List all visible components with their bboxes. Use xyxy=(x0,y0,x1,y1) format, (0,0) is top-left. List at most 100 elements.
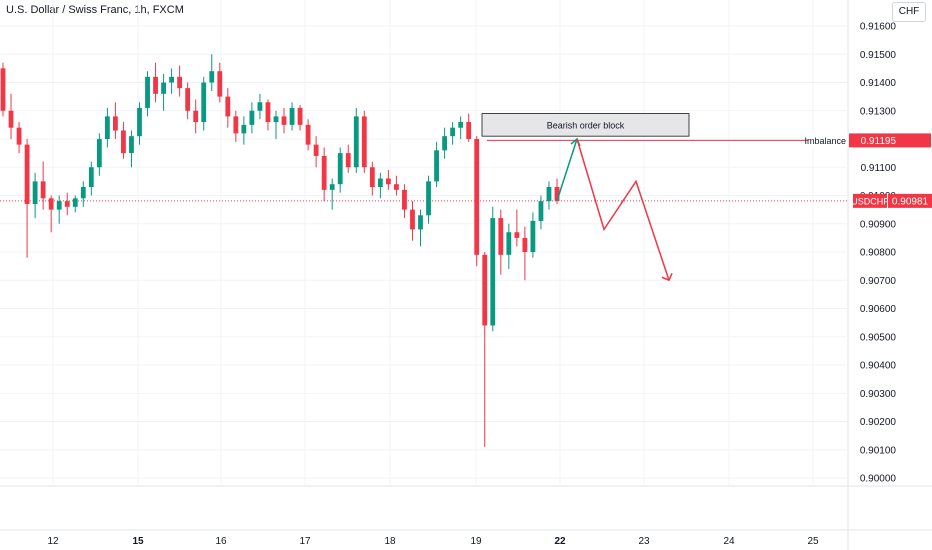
time-tick-label: 17 xyxy=(299,536,311,547)
symbol-tag xyxy=(853,193,887,208)
price-tick-label: 0.90100 xyxy=(860,445,897,456)
candle-body xyxy=(233,116,239,134)
candle-body xyxy=(313,144,319,156)
candle-body xyxy=(161,82,166,94)
time-tick-label: 18 xyxy=(384,536,396,547)
time-tick-label: 12 xyxy=(47,536,59,547)
current-price-tag xyxy=(888,193,932,208)
currency-selector[interactable]: CHF xyxy=(892,2,926,22)
candle-body xyxy=(474,139,480,255)
price-tick-label: 0.91600 xyxy=(860,22,897,33)
candles xyxy=(0,54,560,447)
candle-body xyxy=(88,167,94,188)
candle-body xyxy=(361,116,367,168)
projection-down-arrowhead xyxy=(661,272,673,282)
candle-body xyxy=(72,198,78,207)
price-tick-label: 0.90400 xyxy=(860,361,897,372)
imbalance-label: Imbalance xyxy=(804,136,846,146)
candle-body xyxy=(16,127,22,145)
candle-body xyxy=(337,153,343,185)
candle-body xyxy=(169,76,175,83)
candle-body xyxy=(385,178,391,185)
price-tick-label: 0.90500 xyxy=(860,332,897,343)
candle-body xyxy=(498,218,504,255)
projection-up-line xyxy=(556,138,578,202)
candle-body xyxy=(458,122,464,128)
imbalance-price-tag xyxy=(849,133,931,148)
candle-body xyxy=(530,220,536,252)
candle-body xyxy=(369,167,375,188)
candle-body xyxy=(257,102,263,111)
time-axis[interactable]: 12 15 16 17 18 19 22 23 24 25 xyxy=(47,536,819,547)
candle-body xyxy=(329,184,335,190)
candle-body xyxy=(321,155,327,190)
price-tick-label: 0.90800 xyxy=(860,248,897,259)
candle-body xyxy=(145,76,150,108)
candle-body xyxy=(121,130,126,154)
price-tick-label: 0.90200 xyxy=(860,417,897,428)
candle-body xyxy=(129,136,134,154)
candle-body xyxy=(104,116,110,139)
price-tick-label: 0.90300 xyxy=(860,389,897,400)
current-price-value: 0.90981 xyxy=(892,196,929,207)
order-block-label: Bearish order block xyxy=(547,120,625,130)
price-tick-label: 0.90900 xyxy=(860,219,897,230)
candle-body xyxy=(410,209,415,230)
price-tick-label: 0.91500 xyxy=(860,50,897,61)
price-axis[interactable]: 0.916000.915000.914000.913000.912000.911… xyxy=(860,22,897,485)
price-tick-label: 0.90700 xyxy=(860,276,897,287)
candle-body xyxy=(482,254,488,326)
candle-body xyxy=(32,181,38,204)
time-tick-label: 25 xyxy=(807,536,819,547)
candle-body xyxy=(48,198,54,210)
candle-body xyxy=(418,215,423,230)
candle-body xyxy=(450,127,456,137)
candle-body xyxy=(96,139,102,168)
candle-body xyxy=(0,68,6,111)
candle-body xyxy=(64,201,70,207)
price-tick-label: 0.91400 xyxy=(860,78,897,89)
candle-body xyxy=(153,76,158,94)
candle-body xyxy=(377,178,383,188)
time-tick-label: 22 xyxy=(554,536,566,547)
candle-body xyxy=(209,71,215,83)
candle-body xyxy=(249,110,255,125)
candle-body xyxy=(289,107,295,125)
candle-body xyxy=(265,102,271,123)
candle-body xyxy=(225,96,231,117)
candle-body xyxy=(538,201,544,221)
chart-title: U.S. Dollar / Swiss Franc, 1h, FXCM xyxy=(6,4,184,16)
imbalance-price-value: 0.91195 xyxy=(861,136,897,147)
candle-body xyxy=(426,181,431,216)
candle-body xyxy=(394,184,399,190)
candle-body xyxy=(40,181,46,199)
candle-body xyxy=(442,136,447,151)
projection-down-line xyxy=(576,138,670,281)
order-block-box xyxy=(481,113,690,137)
candle-body xyxy=(297,107,303,125)
candle-body xyxy=(113,116,118,131)
candle-body xyxy=(273,116,279,123)
candle-body xyxy=(241,124,247,134)
candle-body xyxy=(177,76,183,89)
imbalance-label-bg xyxy=(808,133,848,148)
time-tick-label: 24 xyxy=(723,536,735,547)
time-tick-label: 16 xyxy=(215,536,227,547)
candle-body xyxy=(546,187,552,202)
time-tick-label: 15 xyxy=(132,536,144,547)
annotations-over: Bearish order block Imbalance 0.91195 USDCH… xyxy=(481,113,932,282)
candle-body xyxy=(434,150,439,182)
candle-body xyxy=(506,232,512,255)
candle-body xyxy=(466,122,472,139)
price-tick-label: 0.91100 xyxy=(861,163,897,174)
price-tick-label: 0.91300 xyxy=(860,106,897,117)
candle-body xyxy=(402,189,407,210)
candle-body xyxy=(217,71,223,97)
candle-body xyxy=(281,116,287,125)
candle-body xyxy=(137,107,142,137)
candle-body xyxy=(201,82,207,123)
candle-body xyxy=(345,153,351,168)
candle-body xyxy=(193,110,199,123)
